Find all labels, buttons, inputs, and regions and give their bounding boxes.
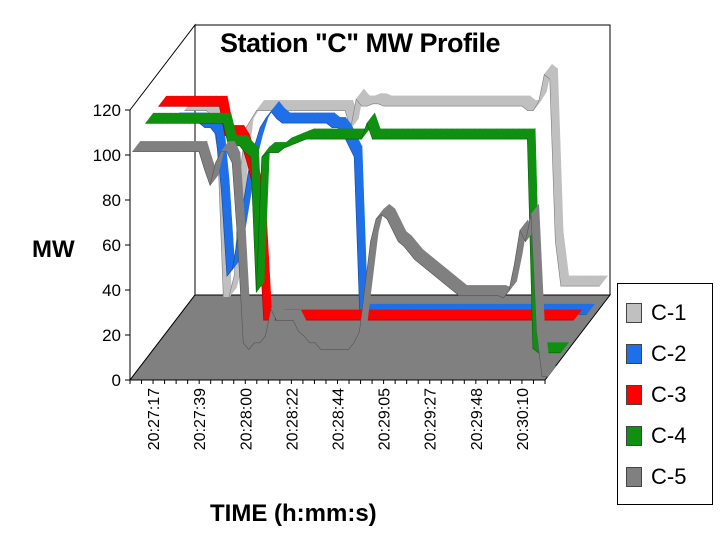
series-c-5: [131, 140, 557, 378]
legend-swatch-c2: [626, 344, 642, 364]
x-axis-ticks: 20:27:17 20:27:39 20:28:00 20:28:22 20:28:44…: [129, 379, 546, 450]
series-segment: [554, 342, 570, 354]
series-layer: [131, 63, 609, 378]
x-tick-label: 20:27:17: [146, 388, 163, 450]
y-axis-label: MW: [32, 236, 75, 263]
x-tick-label: 20:29:27: [423, 388, 440, 450]
legend: C-1 C-2 C-3 C-4 C-5: [617, 283, 713, 505]
chart-title: Station "C" MW Profile: [219, 28, 501, 58]
legend-item-c3: C-3: [626, 380, 686, 410]
y-tick-label: 60: [102, 236, 121, 255]
legend-label-c1: C-1: [651, 300, 687, 325]
y-tick-label: 120: [93, 101, 121, 120]
legend-label-c2: C-2: [651, 341, 687, 366]
x-tick-label: 20:29:05: [377, 388, 394, 450]
legend-item-c1: C-1: [626, 298, 686, 328]
series-c-4: [144, 112, 570, 354]
series-edge: [184, 74, 600, 298]
x-tick-label: 20:27:39: [192, 388, 209, 450]
legend-swatch-c5: [626, 467, 642, 487]
series-c-1: [183, 63, 609, 299]
series-segment: [567, 309, 583, 321]
x-tick-label: 20:29:48: [469, 388, 486, 450]
series-segment: [541, 366, 557, 377]
series-segment: [593, 275, 609, 287]
y-tick-label: 80: [102, 191, 121, 210]
y-tick-label: 40: [102, 281, 121, 300]
x-tick-label: 20:28:44: [331, 388, 348, 450]
y-tick-label: 0: [112, 371, 121, 390]
legend-item-c2: C-2: [626, 339, 686, 369]
legend-label-c3: C-3: [651, 382, 687, 407]
y-axis-ticks: 0 20 40 60 80 100 120: [93, 101, 131, 390]
series-edge: [132, 151, 548, 377]
legend-item-c5: C-5: [626, 462, 686, 492]
legend-item-c4: C-4: [626, 421, 686, 451]
x-axis-label: TIME (h:mm:s): [210, 500, 377, 527]
series-segment: [580, 303, 596, 315]
x-tick-label: 20:30:10: [515, 388, 532, 450]
y-tick-label: 20: [102, 326, 121, 345]
series-edge: [145, 122, 561, 354]
legend-swatch-c4: [626, 426, 642, 446]
legend-swatch-c1: [626, 303, 642, 323]
x-tick-label: 20:28:22: [284, 388, 301, 450]
legend-label-c5: C-5: [651, 464, 687, 489]
x-tick-label: 20:28:00: [238, 388, 255, 450]
y-tick-label: 100: [93, 146, 121, 165]
legend-label-c4: C-4: [651, 423, 687, 448]
legend-swatch-c3: [626, 385, 642, 405]
